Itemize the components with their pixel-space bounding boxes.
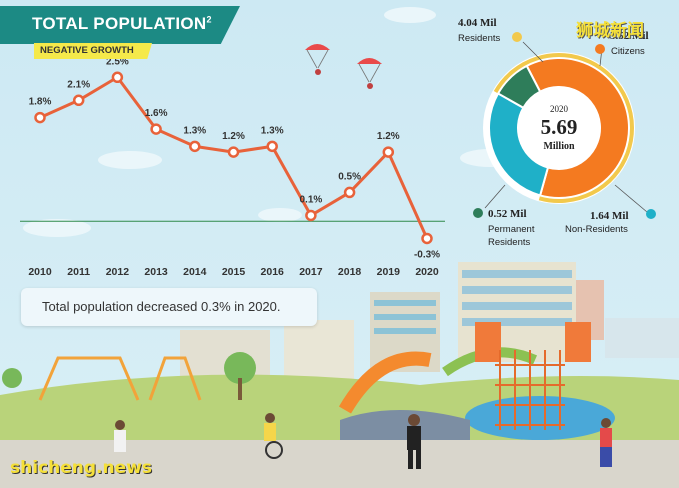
- page-title-text: TOTAL POPULATION: [32, 14, 207, 33]
- legend-pr-value: 0.52 Mil: [488, 208, 527, 220]
- data-point-2019: [382, 146, 395, 158]
- legend-residents-label: Residents: [458, 33, 500, 44]
- population-growth-line-chart: 1.8% 2.1% 2.5% 1.6% 1.3% 1.2% 1.3% 0.1% 0.5% 1.2%…: [20, 56, 445, 278]
- summary-note-box: [21, 288, 317, 326]
- parachutists: [305, 44, 382, 89]
- playground: [2, 322, 591, 430]
- legend-nonres-dot: [646, 209, 656, 219]
- donut-center-year: 2020: [550, 104, 569, 114]
- residents-ring-arc: [493, 53, 634, 203]
- data-point-2017: [305, 209, 317, 222]
- x-tick-2014: 2014: [183, 266, 207, 278]
- data-label-2019: 1.2%: [377, 131, 400, 142]
- donut-center-value: 5.69: [541, 115, 578, 139]
- x-tick-2011: 2011: [67, 266, 90, 278]
- donut-center-unit: Million: [543, 141, 575, 152]
- data-label-2020: -0.3%: [414, 249, 440, 260]
- data-point-2018: [343, 186, 356, 199]
- data-label-2010: 1.8%: [29, 97, 52, 108]
- page-title: TOTAL POPULATION2: [32, 14, 212, 34]
- legend-pr-dot: [473, 208, 483, 218]
- summary-note-text: Total population decreased 0.3% in 2020.: [42, 299, 281, 314]
- x-tick-2019: 2019: [377, 266, 401, 278]
- people: [114, 413, 612, 469]
- x-tick-2017: 2017: [299, 266, 323, 278]
- data-label-2013: 1.6%: [145, 108, 168, 119]
- x-tick-2013: 2013: [144, 266, 168, 278]
- page-title-footnote: 2: [206, 14, 212, 25]
- legend-residents-dot: [512, 32, 522, 42]
- data-point-2012: [111, 71, 124, 84]
- growth-series-line: [39, 75, 429, 240]
- x-tick-2012: 2012: [106, 266, 130, 278]
- chart-subtitle: NEGATIVE GROWTH: [40, 45, 134, 56]
- legend-citizens-label: Citizens: [611, 46, 645, 57]
- legend-pr-label-line2: Residents: [488, 237, 530, 248]
- data-label-2011: 2.1%: [67, 79, 90, 90]
- data-point-2020: [421, 232, 433, 245]
- data-point-2011: [72, 94, 85, 107]
- data-label-2018: 0.5%: [338, 171, 361, 182]
- legend-citizens-dot: [595, 44, 605, 54]
- x-tick-2020: 2020: [415, 266, 439, 278]
- data-point-2016: [266, 140, 278, 153]
- data-label-2012: 2.5%: [106, 56, 129, 67]
- watermark-english: shicheng.news: [10, 458, 152, 478]
- data-label-2015: 1.2%: [222, 131, 245, 142]
- legend-pr-label-line1: Permanent: [488, 224, 535, 235]
- x-tick-2016: 2016: [261, 266, 285, 278]
- data-label-2017: 0.1%: [300, 194, 323, 205]
- legend-nonres-value: 1.64 Mil: [590, 210, 629, 222]
- watermark-chinese: 狮城新闻: [576, 21, 644, 41]
- legend-residents-value: 4.04 Mil: [458, 17, 497, 29]
- data-point-2015: [227, 146, 240, 158]
- data-label-2014: 1.3%: [183, 125, 206, 136]
- data-point-2010: [34, 111, 46, 124]
- data-label-2016: 1.3%: [261, 125, 284, 136]
- ground: [0, 374, 679, 488]
- x-tick-2018: 2018: [338, 266, 362, 278]
- x-tick-2010: 2010: [28, 266, 52, 278]
- donut-inner-circle: [518, 87, 600, 169]
- legend-nonres-label: Non-Residents: [565, 224, 628, 235]
- population-composition-donut: 2020 5.69 Million 4.04 Mil Residents 3.5…: [458, 17, 656, 248]
- title-banner: [0, 6, 240, 44]
- legend-citizens-value: 3.52 Mil: [610, 30, 649, 42]
- x-tick-2015: 2015: [222, 266, 246, 278]
- data-point-2013: [150, 123, 162, 135]
- subtitle-banner: [34, 43, 152, 59]
- data-point-2014: [189, 140, 201, 153]
